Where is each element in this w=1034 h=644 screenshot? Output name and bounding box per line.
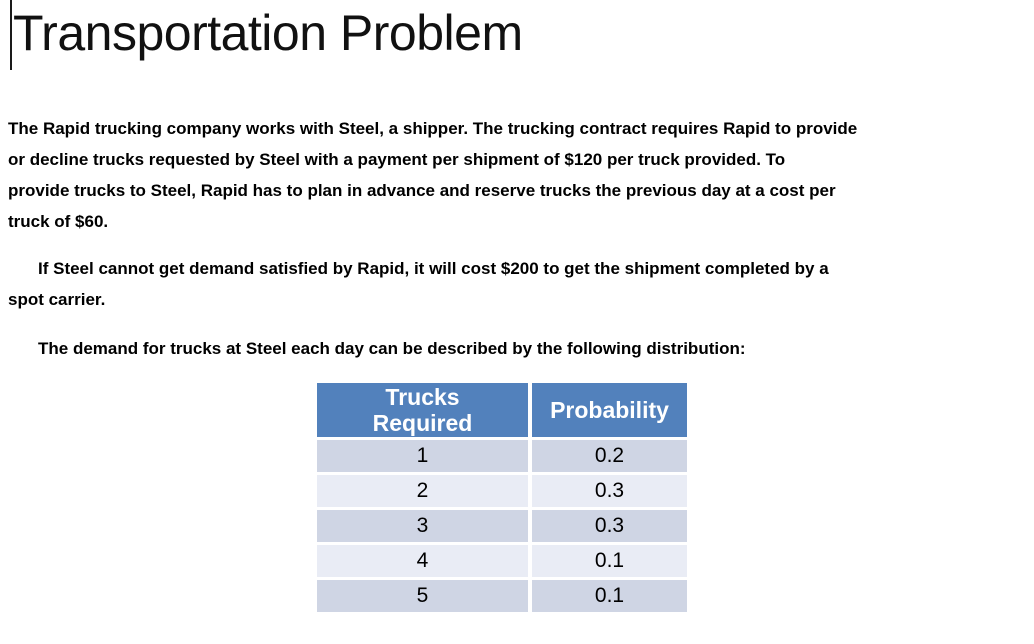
table-cell-trucks: 1 bbox=[317, 440, 528, 472]
text-cursor bbox=[10, 0, 12, 70]
table-cell-probability: 0.1 bbox=[532, 545, 687, 577]
paragraph-spot-carrier: If Steel cannot get demand satisfied by … bbox=[8, 253, 829, 315]
table-cell-trucks: 3 bbox=[317, 510, 528, 542]
paragraph-line: truck of $60. bbox=[8, 212, 109, 231]
table-cell-probability: 0.2 bbox=[532, 440, 687, 472]
paragraph-line: provide trucks to Steel, Rapid has to pl… bbox=[8, 181, 836, 200]
paragraph-line: If Steel cannot get demand satisfied by … bbox=[38, 259, 829, 278]
table-header-trucks-required: Trucks Required bbox=[317, 383, 528, 437]
table-cell-trucks: 2 bbox=[317, 475, 528, 507]
table-cell-trucks: 4 bbox=[317, 545, 528, 577]
table-cell-probability: 0.3 bbox=[532, 475, 687, 507]
table-cell-probability: 0.3 bbox=[532, 510, 687, 542]
paragraph-line: The Rapid trucking company works with St… bbox=[8, 119, 858, 138]
paragraph-line: or decline trucks requested by Steel wit… bbox=[8, 150, 786, 169]
paragraph-demand-distribution: The demand for trucks at Steel each day … bbox=[8, 333, 746, 364]
table-cell-probability: 0.1 bbox=[532, 580, 687, 612]
page-title: Transportation Problem bbox=[13, 5, 523, 61]
paragraph-line: spot carrier. bbox=[8, 290, 106, 309]
demand-distribution-table: Trucks Required Probability 1 0.2 2 0.3 … bbox=[317, 383, 687, 612]
paragraph-line: The demand for trucks at Steel each day … bbox=[38, 339, 746, 358]
paragraph-intro: The Rapid trucking company works with St… bbox=[8, 113, 857, 237]
table-header-probability: Probability bbox=[532, 383, 687, 437]
table-cell-trucks: 5 bbox=[317, 580, 528, 612]
